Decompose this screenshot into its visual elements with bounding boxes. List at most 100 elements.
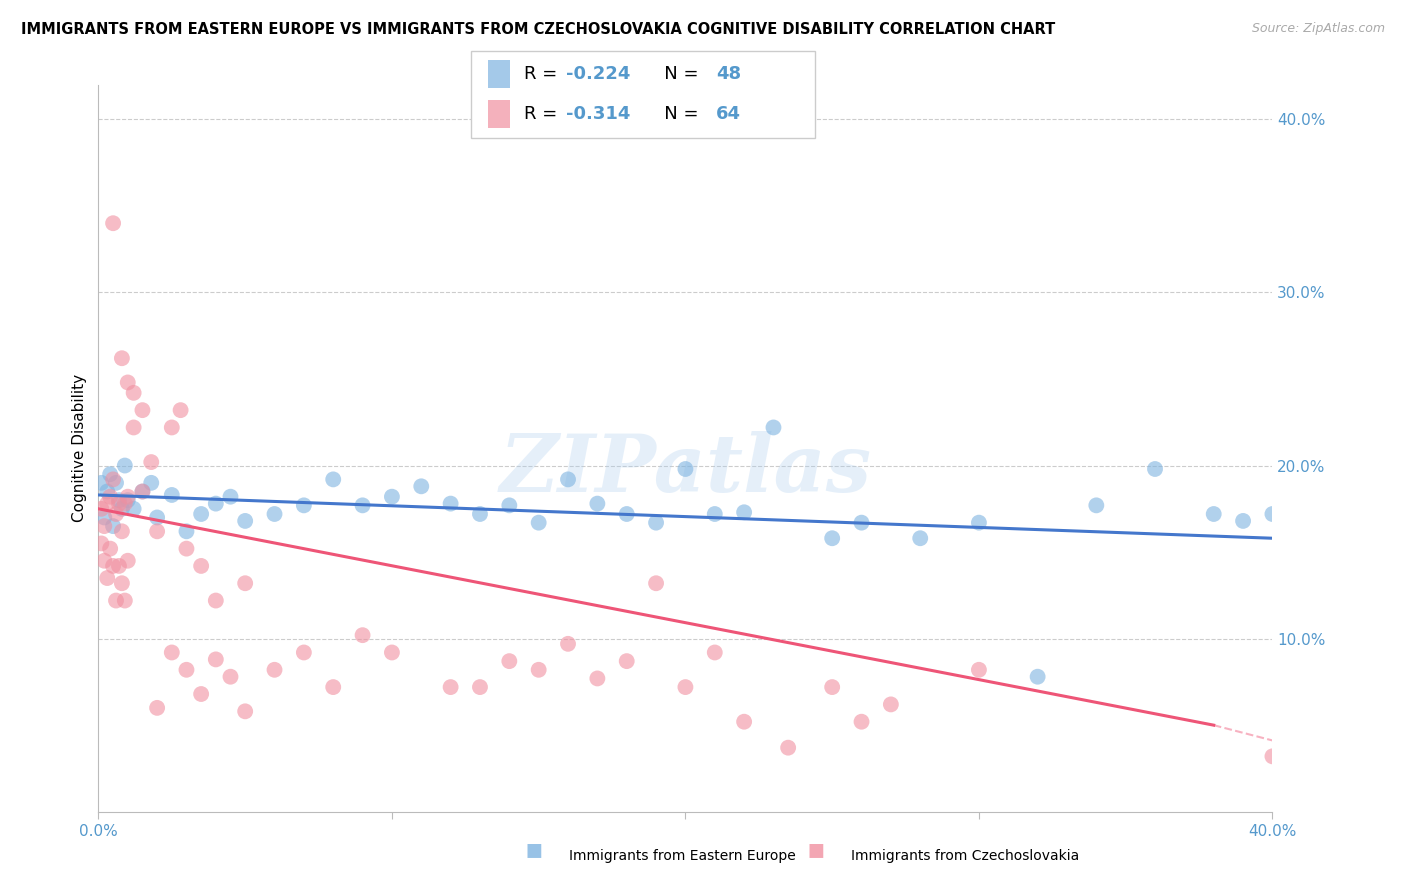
Point xyxy=(93,519,115,533)
Point xyxy=(122,420,145,434)
Point xyxy=(498,654,520,668)
Point xyxy=(703,645,725,659)
Point xyxy=(967,516,990,530)
Point xyxy=(105,475,128,490)
Point xyxy=(322,680,344,694)
Point xyxy=(93,510,115,524)
Text: 64: 64 xyxy=(716,104,741,123)
Text: -0.314: -0.314 xyxy=(565,104,630,123)
FancyBboxPatch shape xyxy=(471,51,815,138)
Point xyxy=(498,499,520,513)
Point xyxy=(146,524,169,539)
Text: R =: R = xyxy=(523,64,562,83)
Point xyxy=(616,654,638,668)
Point xyxy=(675,680,697,694)
Point xyxy=(114,458,136,473)
Point xyxy=(98,490,121,504)
Point xyxy=(101,472,124,486)
Point xyxy=(101,519,124,533)
Point xyxy=(117,493,139,508)
Point xyxy=(557,637,579,651)
Point xyxy=(117,376,139,390)
Point xyxy=(96,497,118,511)
Point xyxy=(176,663,198,677)
Point xyxy=(205,652,228,666)
Point xyxy=(439,680,461,694)
Point xyxy=(160,645,183,659)
Point xyxy=(131,484,153,499)
Text: N =: N = xyxy=(647,104,704,123)
Point xyxy=(821,531,844,545)
Point xyxy=(411,479,433,493)
Point xyxy=(233,704,256,718)
Point xyxy=(675,462,697,476)
Point xyxy=(880,698,903,712)
Point xyxy=(111,351,134,366)
Point xyxy=(233,576,256,591)
Text: 48: 48 xyxy=(716,64,741,83)
Point xyxy=(108,497,131,511)
Point xyxy=(586,672,609,686)
Point xyxy=(105,507,128,521)
Y-axis label: Cognitive Disability: Cognitive Disability xyxy=(72,374,87,523)
Point xyxy=(117,554,139,568)
Point xyxy=(114,497,136,511)
Point xyxy=(616,507,638,521)
Point xyxy=(96,484,118,499)
Point xyxy=(645,516,668,530)
Point xyxy=(322,472,344,486)
Point xyxy=(733,505,755,519)
Point xyxy=(205,497,228,511)
Point xyxy=(146,510,169,524)
Point xyxy=(93,554,115,568)
Point xyxy=(352,499,374,513)
Point xyxy=(160,488,183,502)
Point xyxy=(381,490,404,504)
Point xyxy=(1144,462,1167,476)
Point xyxy=(114,593,136,607)
Point xyxy=(122,385,145,400)
Text: N =: N = xyxy=(647,64,704,83)
Point xyxy=(146,701,169,715)
Point xyxy=(292,499,315,513)
Point xyxy=(111,576,134,591)
Point xyxy=(1085,499,1108,513)
Point xyxy=(190,687,212,701)
Point xyxy=(851,516,873,530)
Point xyxy=(586,497,609,511)
Point xyxy=(439,497,461,511)
Point xyxy=(1232,514,1254,528)
Point xyxy=(1026,670,1049,684)
Text: ▪: ▪ xyxy=(806,835,825,863)
Point xyxy=(1261,749,1284,764)
Point xyxy=(733,714,755,729)
Point xyxy=(190,558,212,573)
Point xyxy=(141,475,163,490)
Point xyxy=(205,593,228,607)
Point xyxy=(263,663,285,677)
Point xyxy=(131,403,153,417)
Bar xyxy=(488,60,509,87)
Point xyxy=(778,740,800,755)
Point xyxy=(105,593,128,607)
Point xyxy=(967,663,990,677)
Point xyxy=(101,558,124,573)
Point xyxy=(527,516,550,530)
Point xyxy=(117,490,139,504)
Point xyxy=(233,514,256,528)
Point xyxy=(108,558,131,573)
Point xyxy=(219,490,242,504)
Point xyxy=(821,680,844,694)
Point xyxy=(851,714,873,729)
Point xyxy=(468,680,491,694)
Text: -0.224: -0.224 xyxy=(565,64,630,83)
Point xyxy=(101,216,124,230)
Text: Immigrants from Eastern Europe: Immigrants from Eastern Europe xyxy=(569,848,796,863)
Point xyxy=(263,507,285,521)
Point xyxy=(762,420,785,434)
Point xyxy=(292,645,315,659)
Point xyxy=(141,455,163,469)
Point xyxy=(90,475,112,490)
Point xyxy=(703,507,725,521)
Point xyxy=(190,507,212,521)
